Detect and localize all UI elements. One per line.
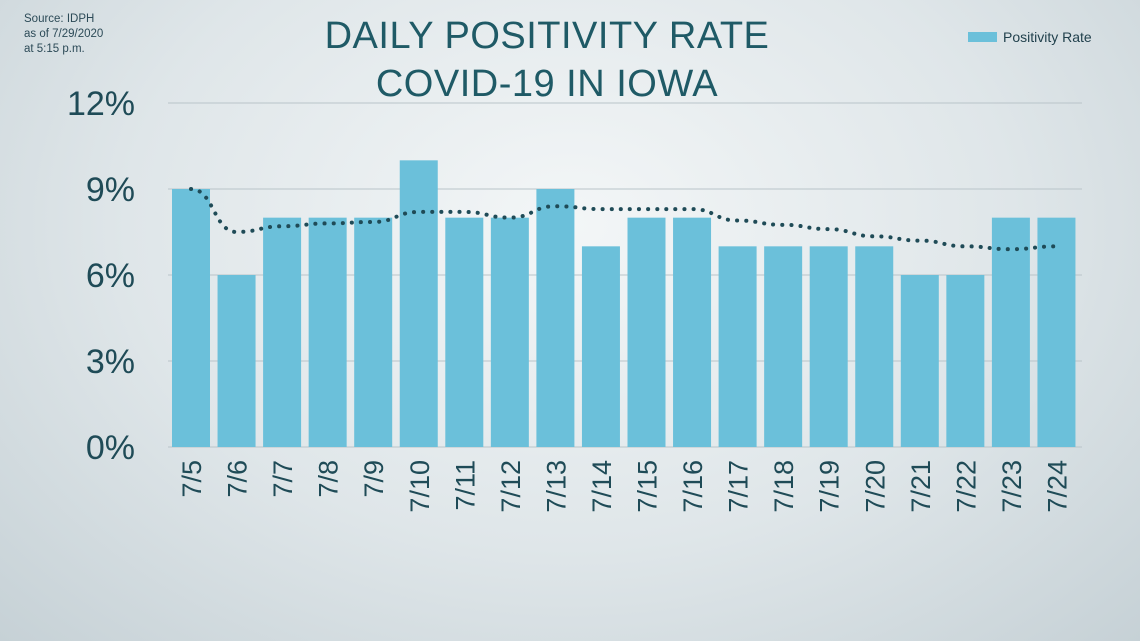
source-note: Source: IDPH as of 7/29/2020 at 5:15 p.m… [24, 12, 103, 57]
x-tick-label: 7/11 [450, 460, 480, 511]
trendline [189, 187, 1059, 252]
bar-7-7 [263, 217, 302, 447]
x-tick-label: 7/17 [724, 460, 754, 513]
gridlines [168, 102, 1082, 448]
legend-swatch [968, 32, 997, 42]
source-line: Source: IDPH [24, 13, 95, 25]
x-tick-label: 7/20 [860, 460, 890, 513]
bar-7-21 [900, 275, 939, 447]
chart-title-line-1: DAILY POSITIVITY RATE [324, 15, 770, 57]
bar-7-20 [855, 246, 894, 447]
trendline-path [189, 187, 1059, 252]
bar-7-16 [673, 217, 712, 447]
bars [172, 160, 1076, 448]
bar-7-9 [354, 217, 393, 447]
legend-label: Positivity Rate [1003, 29, 1092, 45]
y-tick-label: 3% [86, 343, 135, 381]
x-tick-label: 7/9 [359, 460, 389, 498]
bar-7-11 [445, 217, 484, 447]
x-tick-label: 7/8 [314, 460, 344, 498]
x-tick-label: 7/13 [541, 460, 571, 513]
y-tick-label: 9% [86, 171, 135, 209]
x-tick-label: 7/6 [223, 460, 253, 498]
y-tick-label: 12% [67, 85, 135, 123]
bar-7-15 [627, 217, 666, 447]
bar-7-19 [809, 246, 848, 447]
x-axis-ticks: 7/5 7/6 7/7 7/8 7/9 7/10 7/11 7/12 7/13 7/14 7/15 7… [177, 460, 1072, 513]
bar-7-24 [1037, 217, 1076, 447]
bar-7-8 [308, 217, 347, 447]
bar-7-6 [217, 275, 256, 447]
source-date-line: as of 7/29/2020 [24, 28, 104, 40]
x-tick-label: 7/12 [496, 460, 526, 513]
x-tick-label: 7/19 [815, 460, 845, 513]
x-tick-label: 7/14 [587, 460, 617, 513]
x-tick-label: 7/22 [951, 460, 981, 513]
x-tick-label: 7/7 [268, 460, 298, 498]
bar-7-23 [991, 217, 1030, 447]
bar-7-22 [946, 275, 985, 447]
x-tick-label: 7/10 [405, 460, 435, 513]
legend: Positivity Rate [968, 28, 1092, 46]
y-tick-label: 6% [86, 257, 135, 295]
chart-title-line-2: COVID-19 IN IOWA [375, 63, 719, 105]
bar-7-18 [764, 246, 803, 447]
bar-7-14 [581, 246, 620, 447]
bar-7-10 [399, 160, 438, 448]
bar-7-13 [536, 189, 575, 447]
x-tick-label: 7/16 [678, 460, 708, 513]
x-tick-label: 7/24 [1042, 460, 1072, 513]
source-time-line: at 5:15 p.m. [24, 43, 85, 55]
x-tick-label: 7/5 [177, 460, 207, 498]
y-axis-ticks: 0% 3% 6% 9% 12% [67, 85, 135, 467]
x-tick-label: 7/15 [633, 460, 663, 513]
chart-title: DAILY POSITIVITY RATE COVID-19 IN IOWA [0, 12, 1094, 108]
bar-7-12 [490, 217, 529, 447]
y-tick-label: 0% [86, 429, 135, 467]
x-tick-label: 7/18 [769, 460, 799, 513]
bar-7-5 [172, 189, 210, 447]
bar-7-17 [718, 246, 757, 447]
x-tick-label: 7/21 [906, 460, 936, 513]
x-tick-label: 7/23 [997, 460, 1027, 513]
